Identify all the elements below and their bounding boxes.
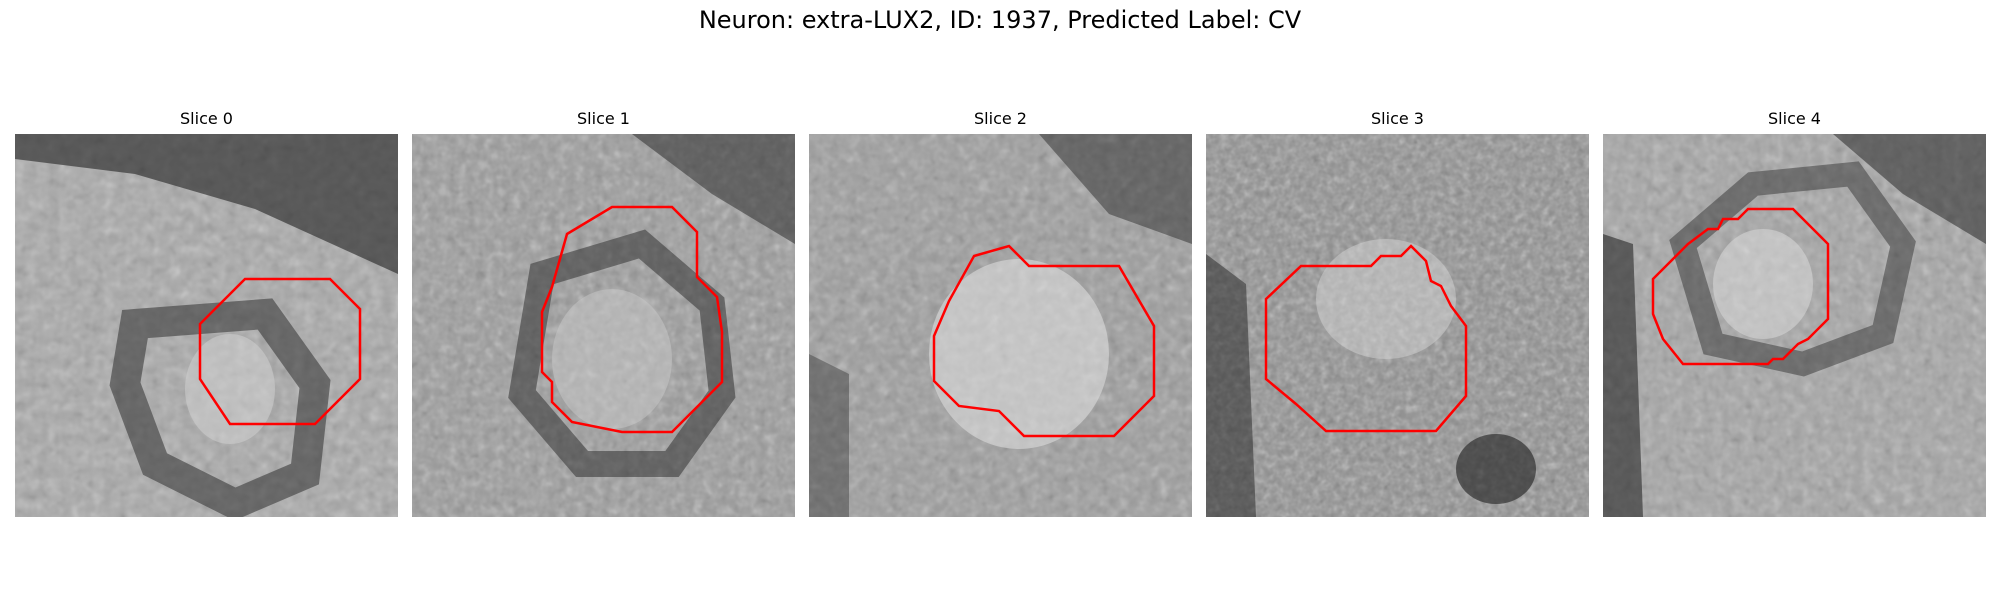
contour-outline [1651,207,1830,366]
slice-image [1603,134,1986,517]
contour-outline [198,277,362,426]
slice-panel-1: Slice 1 [412,108,795,517]
slice-image [809,134,1192,517]
figure-title: Neuron: extra-LUX2, ID: 1937, Predicted … [698,6,1302,34]
slice-image [1206,134,1589,517]
slice-panel-0: Slice 0 [15,108,398,517]
contour-outline [1264,244,1468,433]
slice-image [412,134,795,517]
slice-panel-2: Slice 2 [809,108,1192,517]
contour-outline [932,244,1156,438]
slice-panel-4: Slice 4 [1603,108,1986,517]
slice-title: Slice 3 [1371,109,1424,128]
slice-panel-3: Slice 3 [1206,108,1589,517]
slice-title: Slice 2 [974,109,1027,128]
slice-image [15,134,398,517]
slice-title: Slice 0 [180,109,233,128]
slice-title: Slice 1 [577,109,630,128]
contour-outline [540,205,724,434]
slice-title: Slice 4 [1768,109,1821,128]
